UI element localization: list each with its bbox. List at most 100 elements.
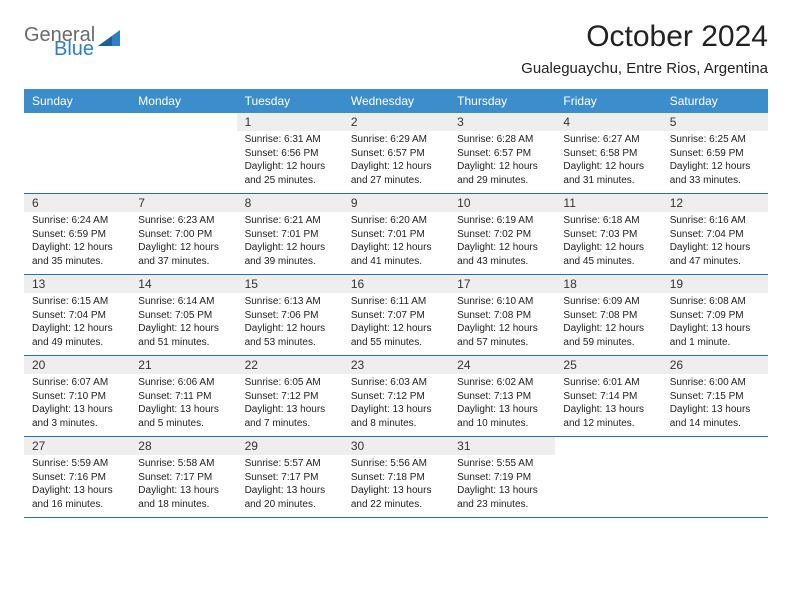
sunset-text: Sunset: 7:01 PM: [351, 228, 441, 242]
day-cell: 21Sunrise: 6:06 AMSunset: 7:11 PMDayligh…: [130, 356, 236, 436]
day-body: Sunrise: 6:21 AMSunset: 7:01 PMDaylight:…: [237, 212, 343, 274]
sunrise-text: Sunrise: 6:29 AM: [351, 133, 441, 147]
day-cell: 25Sunrise: 6:01 AMSunset: 7:14 PMDayligh…: [555, 356, 661, 436]
daylight-text: Daylight: 13 hours and 10 minutes.: [457, 403, 547, 430]
daylight-text: Daylight: 12 hours and 47 minutes.: [670, 241, 760, 268]
daylight-text: Daylight: 13 hours and 7 minutes.: [245, 403, 335, 430]
daylight-text: Daylight: 13 hours and 16 minutes.: [32, 484, 122, 511]
sunrise-text: Sunrise: 6:23 AM: [138, 214, 228, 228]
day-body: Sunrise: 6:24 AMSunset: 6:59 PMDaylight:…: [24, 212, 130, 274]
daylight-text: Daylight: 12 hours and 35 minutes.: [32, 241, 122, 268]
day-number: 10: [449, 194, 555, 212]
sunrise-text: Sunrise: 6:14 AM: [138, 295, 228, 309]
day-body: [24, 117, 130, 171]
dow-wednesday: Wednesday: [343, 89, 449, 113]
sunrise-text: Sunrise: 6:02 AM: [457, 376, 547, 390]
sunset-text: Sunset: 7:04 PM: [32, 309, 122, 323]
sunrise-text: Sunrise: 6:21 AM: [245, 214, 335, 228]
dow-sunday: Sunday: [24, 89, 130, 113]
daylight-text: Daylight: 12 hours and 27 minutes.: [351, 160, 441, 187]
sunrise-text: Sunrise: 6:19 AM: [457, 214, 547, 228]
sunset-text: Sunset: 6:59 PM: [32, 228, 122, 242]
day-cell: 5Sunrise: 6:25 AMSunset: 6:59 PMDaylight…: [662, 113, 768, 193]
sunset-text: Sunset: 7:07 PM: [351, 309, 441, 323]
day-cell: 30Sunrise: 5:56 AMSunset: 7:18 PMDayligh…: [343, 437, 449, 517]
day-body: Sunrise: 6:00 AMSunset: 7:15 PMDaylight:…: [662, 374, 768, 436]
day-body: Sunrise: 6:02 AMSunset: 7:13 PMDaylight:…: [449, 374, 555, 436]
daylight-text: Daylight: 13 hours and 23 minutes.: [457, 484, 547, 511]
day-cell: 8Sunrise: 6:21 AMSunset: 7:01 PMDaylight…: [237, 194, 343, 274]
sunrise-text: Sunrise: 6:20 AM: [351, 214, 441, 228]
sunset-text: Sunset: 7:16 PM: [32, 471, 122, 485]
day-cell: 12Sunrise: 6:16 AMSunset: 7:04 PMDayligh…: [662, 194, 768, 274]
day-body: Sunrise: 5:58 AMSunset: 7:17 PMDaylight:…: [130, 455, 236, 517]
sunrise-text: Sunrise: 5:59 AM: [32, 457, 122, 471]
sunrise-text: Sunrise: 6:06 AM: [138, 376, 228, 390]
day-cell: 22Sunrise: 6:05 AMSunset: 7:12 PMDayligh…: [237, 356, 343, 436]
day-cell: 11Sunrise: 6:18 AMSunset: 7:03 PMDayligh…: [555, 194, 661, 274]
day-cell: 23Sunrise: 6:03 AMSunset: 7:12 PMDayligh…: [343, 356, 449, 436]
calendar: Sunday Monday Tuesday Wednesday Thursday…: [24, 89, 768, 518]
sunrise-text: Sunrise: 6:01 AM: [563, 376, 653, 390]
sunrise-text: Sunrise: 6:10 AM: [457, 295, 547, 309]
daylight-text: Daylight: 12 hours and 55 minutes.: [351, 322, 441, 349]
day-number: 6: [24, 194, 130, 212]
day-body: Sunrise: 6:06 AMSunset: 7:11 PMDaylight:…: [130, 374, 236, 436]
sunset-text: Sunset: 7:18 PM: [351, 471, 441, 485]
daylight-text: Daylight: 12 hours and 33 minutes.: [670, 160, 760, 187]
day-body: [130, 117, 236, 171]
day-body: Sunrise: 6:08 AMSunset: 7:09 PMDaylight:…: [662, 293, 768, 355]
day-number: 12: [662, 194, 768, 212]
daylight-text: Daylight: 13 hours and 3 minutes.: [32, 403, 122, 430]
day-number: 2: [343, 113, 449, 131]
day-body: Sunrise: 6:13 AMSunset: 7:06 PMDaylight:…: [237, 293, 343, 355]
dow-thursday: Thursday: [449, 89, 555, 113]
dow-tuesday: Tuesday: [237, 89, 343, 113]
day-number: 31: [449, 437, 555, 455]
day-number: 16: [343, 275, 449, 293]
day-of-week-header: Sunday Monday Tuesday Wednesday Thursday…: [24, 89, 768, 113]
sunrise-text: Sunrise: 6:24 AM: [32, 214, 122, 228]
day-body: Sunrise: 6:07 AMSunset: 7:10 PMDaylight:…: [24, 374, 130, 436]
sunrise-text: Sunrise: 6:25 AM: [670, 133, 760, 147]
day-number: 5: [662, 113, 768, 131]
daylight-text: Daylight: 12 hours and 31 minutes.: [563, 160, 653, 187]
day-number: 14: [130, 275, 236, 293]
day-cell: 14Sunrise: 6:14 AMSunset: 7:05 PMDayligh…: [130, 275, 236, 355]
day-cell: 27Sunrise: 5:59 AMSunset: 7:16 PMDayligh…: [24, 437, 130, 517]
sunrise-text: Sunrise: 6:13 AM: [245, 295, 335, 309]
day-body: Sunrise: 6:19 AMSunset: 7:02 PMDaylight:…: [449, 212, 555, 274]
day-cell: 2 Sunrise: 6:29 AMSunset: 6:57 PMDaylight…: [343, 113, 449, 193]
daylight-text: Daylight: 13 hours and 8 minutes.: [351, 403, 441, 430]
sunset-text: Sunset: 6:57 PM: [351, 147, 441, 161]
day-body: Sunrise: 6:09 AMSunset: 7:08 PMDaylight:…: [555, 293, 661, 355]
day-number: 4: [555, 113, 661, 131]
sunset-text: Sunset: 7:02 PM: [457, 228, 547, 242]
dow-monday: Monday: [130, 89, 236, 113]
day-cell: 4Sunrise: 6:27 AMSunset: 6:58 PMDaylight…: [555, 113, 661, 193]
sunrise-text: Sunrise: 6:11 AM: [351, 295, 441, 309]
day-cell: 15Sunrise: 6:13 AMSunset: 7:06 PMDayligh…: [237, 275, 343, 355]
day-number: 15: [237, 275, 343, 293]
day-number: 3: [449, 113, 555, 131]
sunrise-text: Sunrise: 6:28 AM: [457, 133, 547, 147]
sunset-text: Sunset: 7:08 PM: [563, 309, 653, 323]
sunset-text: Sunset: 7:19 PM: [457, 471, 547, 485]
day-body: Sunrise: 6:05 AMSunset: 7:12 PMDaylight:…: [237, 374, 343, 436]
day-cell: 6Sunrise: 6:24 AMSunset: 6:59 PMDaylight…: [24, 194, 130, 274]
day-body: [555, 441, 661, 495]
daylight-text: Daylight: 13 hours and 22 minutes.: [351, 484, 441, 511]
day-cell: 3Sunrise: 6:28 AMSunset: 6:57 PMDaylight…: [449, 113, 555, 193]
day-body: Sunrise: 6:15 AMSunset: 7:04 PMDaylight:…: [24, 293, 130, 355]
day-body: Sunrise: 6:11 AMSunset: 7:07 PMDaylight:…: [343, 293, 449, 355]
week-row: 6Sunrise: 6:24 AMSunset: 6:59 PMDaylight…: [24, 194, 768, 275]
sunset-text: Sunset: 7:14 PM: [563, 390, 653, 404]
sunset-text: Sunset: 6:56 PM: [245, 147, 335, 161]
day-number: 24: [449, 356, 555, 374]
day-body: Sunrise: 5:57 AMSunset: 7:17 PMDaylight:…: [237, 455, 343, 517]
daylight-text: Daylight: 13 hours and 1 minute.: [670, 322, 760, 349]
day-cell: [24, 113, 130, 193]
day-cell: 28Sunrise: 5:58 AMSunset: 7:17 PMDayligh…: [130, 437, 236, 517]
daylight-text: Daylight: 13 hours and 18 minutes.: [138, 484, 228, 511]
sunrise-text: Sunrise: 6:15 AM: [32, 295, 122, 309]
